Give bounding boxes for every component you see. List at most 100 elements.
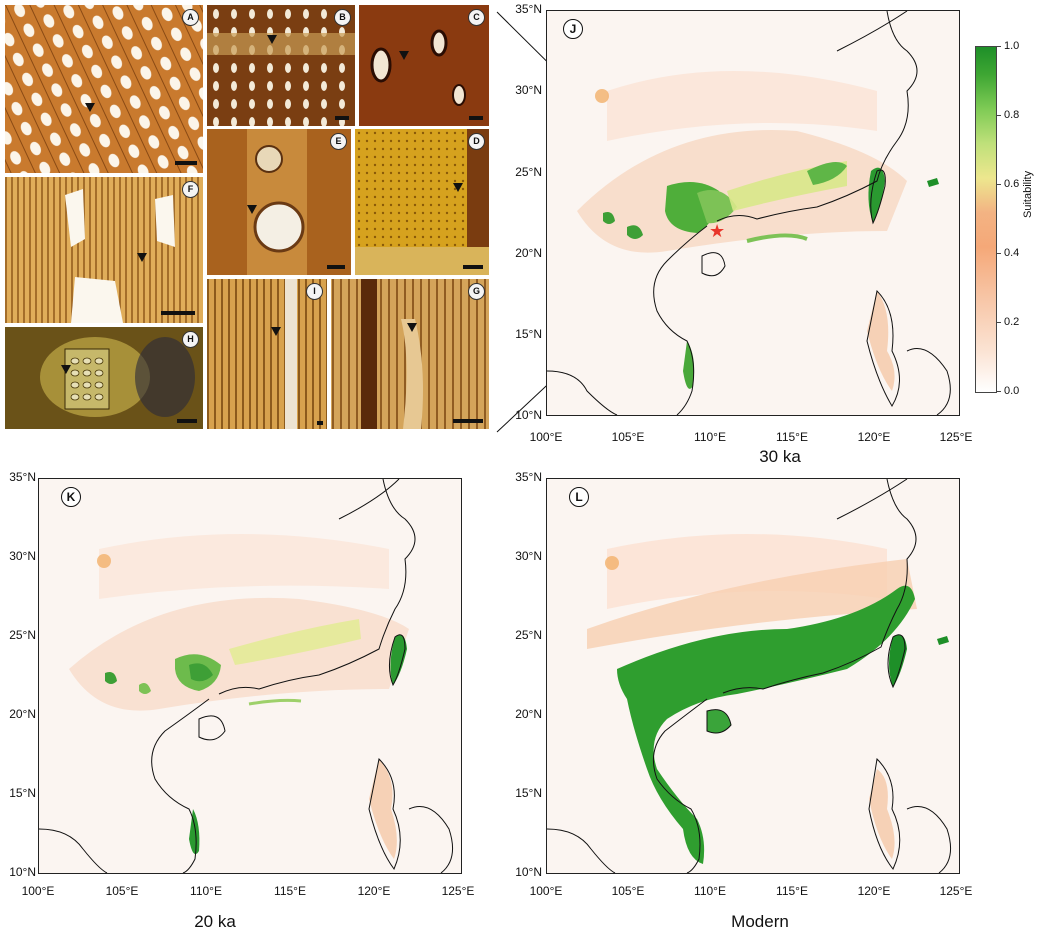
scale-bar xyxy=(175,161,197,165)
l-lon-tick-110: 110°E xyxy=(694,884,726,898)
j-lon-tick-120: 120°E xyxy=(857,430,891,444)
j-lon-tick-115: 115°E xyxy=(776,430,808,444)
l-lon-tick-105: 105°E xyxy=(611,884,645,898)
panel-label-i: I xyxy=(306,283,323,300)
micrograph-b-texture xyxy=(207,5,355,126)
micrograph-c-texture xyxy=(359,5,489,126)
arrowhead-icon xyxy=(61,365,71,374)
k-lon-tick-120: 120°E xyxy=(357,884,391,898)
l-lon-tick-125: 125°E xyxy=(939,884,973,898)
j-lon-tick-100: 100°E xyxy=(529,430,563,444)
map-l-caption: Modern xyxy=(731,912,789,931)
map-l-surface xyxy=(547,479,959,873)
map-k-letter: K xyxy=(61,487,81,507)
micrograph-f: F xyxy=(4,176,204,324)
l-lon-tick-120: 120°E xyxy=(857,884,891,898)
l-lat-tick-35: 35°N xyxy=(515,470,542,484)
fossil-site-star-icon: ★ xyxy=(709,221,725,241)
colorbar-tick-1-0: 1.0 xyxy=(1004,40,1020,52)
arrowhead-icon xyxy=(137,253,147,262)
micrograph-c: C xyxy=(358,4,490,127)
k-lat-tick-20: 20°N xyxy=(9,707,36,721)
map-k-caption: 20 ka xyxy=(194,912,236,931)
micrograph-a-texture xyxy=(5,5,203,173)
colorbar-tickmark xyxy=(996,115,1001,116)
micrograph-e-texture xyxy=(207,129,351,275)
colorbar-tick-0-6: 0.6 xyxy=(1004,178,1020,190)
k-lon-tick-105: 105°E xyxy=(105,884,139,898)
colorbar-gradient xyxy=(975,46,997,393)
micrograph-f-texture xyxy=(5,177,203,323)
arrowhead-icon xyxy=(453,183,463,192)
micrograph-b: B xyxy=(206,4,356,127)
l-lon-tick-100: 100°E xyxy=(529,884,563,898)
l-lat-tick-20: 20°N xyxy=(515,707,542,721)
k-lon-tick-110: 110°E xyxy=(190,884,222,898)
colorbar-tickmark xyxy=(996,322,1001,323)
l-lat-tick-30: 30°N xyxy=(515,549,542,563)
colorbar-tickmark xyxy=(996,184,1001,185)
panel-label-a: A xyxy=(182,9,199,26)
map-j-letter: J xyxy=(563,19,583,39)
k-lon-tick-100: 100°E xyxy=(21,884,55,898)
colorbar-title: Suitability xyxy=(1022,170,1034,218)
micrograph-g: G xyxy=(330,278,490,430)
l-lat-tick-10: 10°N xyxy=(515,865,542,879)
j-lat-tick-10: 10°N xyxy=(515,408,542,422)
panel-label-g: G xyxy=(468,283,485,300)
map-j-surface: ★ xyxy=(547,11,959,415)
scale-bar xyxy=(335,116,349,120)
scale-bar xyxy=(469,116,483,120)
k-lat-tick-25: 25°N xyxy=(9,628,36,642)
arrowhead-icon xyxy=(247,205,257,214)
k-lat-tick-15: 15°N xyxy=(9,786,36,800)
map-l-letter: L xyxy=(569,487,589,507)
j-lat-tick-15: 15°N xyxy=(515,327,542,341)
k-lat-tick-30: 30°N xyxy=(9,549,36,563)
scale-bar xyxy=(463,265,483,269)
k-lat-tick-35: 35°N xyxy=(9,470,36,484)
j-lon-tick-110: 110°E xyxy=(694,430,726,444)
colorbar-tick-0-2: 0.2 xyxy=(1004,316,1020,328)
j-lat-tick-35: 35°N xyxy=(515,2,542,16)
colorbar-tickmark xyxy=(996,391,1001,392)
map-j-caption: 30 ka xyxy=(759,447,801,466)
micrograph-e: E xyxy=(206,128,352,276)
scale-bar xyxy=(327,265,345,269)
k-lon-tick-125: 125°E xyxy=(441,884,475,898)
micrograph-i-texture xyxy=(207,279,327,429)
scale-bar xyxy=(317,421,323,425)
micrograph-a: A xyxy=(4,4,204,174)
l-lon-tick-115: 115°E xyxy=(776,884,808,898)
colorbar-tick-0-8: 0.8 xyxy=(1004,109,1020,121)
arrowhead-icon xyxy=(85,103,95,112)
panel-label-f: F xyxy=(182,181,199,198)
panel-label-b: B xyxy=(334,9,351,26)
map-panel-j: ★ J xyxy=(546,10,960,416)
j-lat-tick-30: 30°N xyxy=(515,83,542,97)
micrograph-i: I xyxy=(206,278,328,430)
scale-bar xyxy=(177,419,197,423)
l-lat-tick-25: 25°N xyxy=(515,628,542,642)
panel-label-c: C xyxy=(468,9,485,26)
arrowhead-icon xyxy=(407,323,417,332)
panel-label-d: D xyxy=(468,133,485,150)
colorbar-tick-0-4: 0.4 xyxy=(1004,247,1020,259)
panel-label-e: E xyxy=(330,133,347,150)
micrograph-d-texture xyxy=(355,129,489,275)
arrowhead-icon xyxy=(399,51,409,60)
map-panel-k: K xyxy=(38,478,462,874)
colorbar-tickmark xyxy=(996,46,1001,47)
k-lon-tick-115: 115°E xyxy=(274,884,306,898)
colorbar-tick-0-0: 0.0 xyxy=(1004,385,1020,397)
j-lon-tick-125: 125°E xyxy=(939,430,973,444)
map-panel-l: L xyxy=(546,478,960,874)
micrograph-h-texture xyxy=(5,327,203,429)
k-lat-tick-10: 10°N xyxy=(9,865,36,879)
arrowhead-icon xyxy=(267,35,277,44)
panel-label-h: H xyxy=(182,331,199,348)
micrograph-d: D xyxy=(354,128,490,276)
j-lat-tick-25: 25°N xyxy=(515,165,542,179)
j-lon-tick-105: 105°E xyxy=(611,430,645,444)
micrograph-g-texture xyxy=(331,279,489,429)
